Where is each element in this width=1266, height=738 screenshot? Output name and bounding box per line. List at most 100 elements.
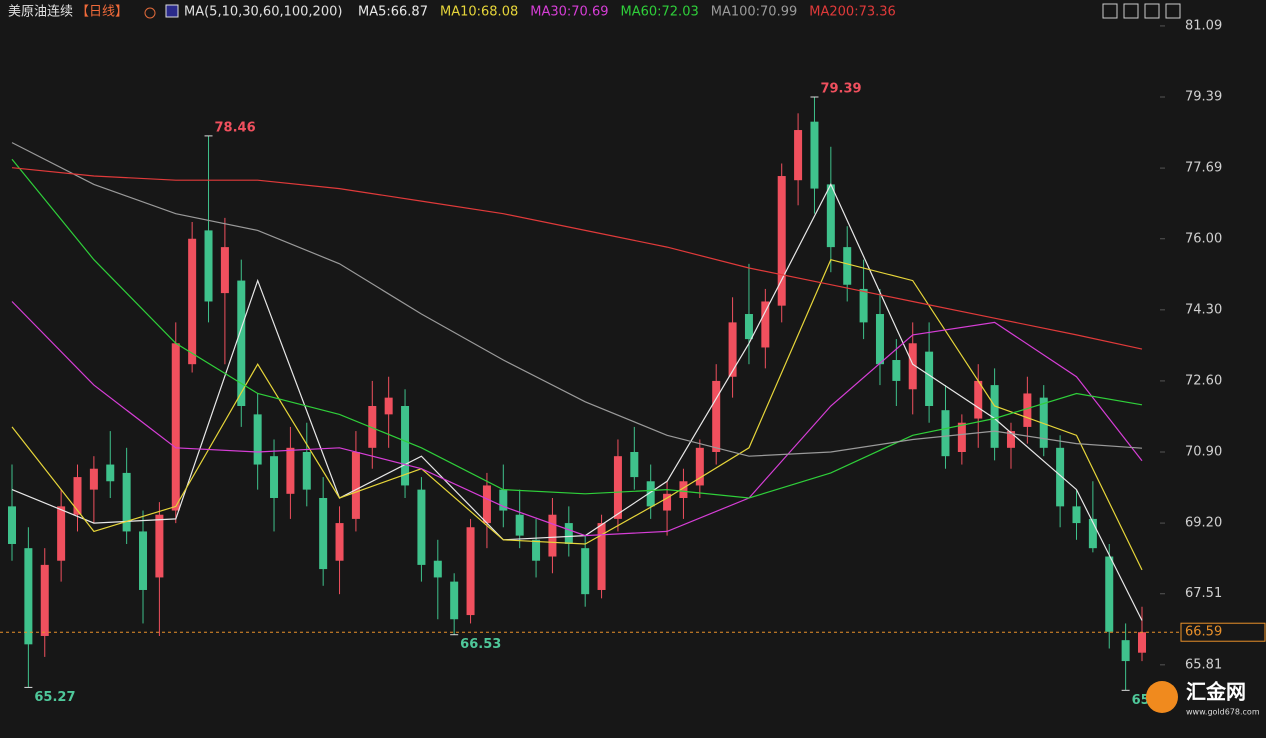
candle-body — [73, 477, 82, 515]
candle-body — [57, 506, 66, 561]
candle-body — [826, 184, 835, 248]
candle-body — [613, 456, 622, 519]
tool-button[interactable] — [1144, 3, 1160, 19]
candle-body — [351, 451, 360, 519]
candle-body — [597, 523, 606, 590]
candle-body — [1121, 640, 1130, 662]
toolbar — [1102, 3, 1181, 19]
candle-body — [220, 247, 229, 294]
extreme-label: 65.27 — [34, 690, 75, 705]
candle-body — [875, 314, 884, 365]
candle-body — [892, 360, 901, 381]
legend-entry: MA5:66.87 — [358, 5, 428, 20]
extreme-label: 79.39 — [820, 82, 861, 97]
candle-body — [695, 447, 704, 486]
logo-icon — [1146, 681, 1178, 713]
ma-line — [11, 158, 1143, 499]
logo: 汇金网 www.gold678.com — [1146, 680, 1260, 717]
candle-body — [155, 514, 164, 578]
candle-body — [1105, 556, 1114, 632]
period[interactable]: 【日线】 — [76, 5, 128, 20]
candle-body — [859, 288, 868, 323]
legend-entry: MA10:68.08 — [440, 5, 518, 20]
candle-body — [319, 497, 328, 570]
y-tick-label: 76.00 — [1185, 231, 1222, 246]
candle-body — [663, 493, 672, 511]
y-tick-label: 69.20 — [1185, 516, 1222, 531]
candle-body — [433, 560, 442, 578]
candle-body — [40, 564, 49, 636]
candle-body — [532, 539, 541, 561]
legend-entry: MA60:72.03 — [620, 5, 698, 20]
candle-body — [581, 548, 590, 595]
candle-body — [712, 380, 721, 452]
legend-entry: MA30:70.69 — [530, 5, 608, 20]
candle-body — [302, 451, 311, 490]
candle-body — [810, 121, 819, 189]
candle-body — [646, 481, 655, 507]
y-tick-label: 67.51 — [1185, 586, 1222, 601]
candle-body — [1138, 632, 1146, 653]
indicator-icon[interactable] — [165, 4, 179, 18]
candle-body — [335, 523, 344, 561]
ma-line — [11, 167, 1143, 350]
candle-body — [548, 514, 557, 557]
candle-body — [957, 422, 966, 452]
ma-line — [11, 258, 1143, 571]
tool-button[interactable] — [1123, 3, 1139, 19]
candle-body — [384, 397, 393, 415]
add-icon[interactable] — [144, 7, 156, 19]
ma-line — [11, 301, 1143, 537]
y-tick-label: 70.90 — [1185, 444, 1222, 459]
logo-name: 汇金网 — [1186, 680, 1246, 704]
candle-body — [237, 280, 246, 407]
chart-title: 美原油连续 — [8, 4, 73, 20]
logo-url: www.gold678.com — [1186, 708, 1260, 717]
indicator: MA(5,10,30,60,100,200) — [184, 5, 342, 20]
candle-body — [286, 447, 295, 494]
candle-body — [908, 343, 917, 390]
candle-body — [270, 456, 279, 498]
y-tick-label: 65.81 — [1185, 657, 1222, 672]
candle-body — [679, 481, 688, 498]
tool-button[interactable] — [1165, 3, 1181, 19]
candle-body — [744, 314, 753, 340]
extreme-label: 78.46 — [215, 120, 256, 135]
candle-body — [777, 176, 786, 306]
y-tick-label: 72.60 — [1185, 373, 1222, 388]
candle-body — [564, 523, 573, 544]
candle-body — [499, 489, 508, 511]
candle-body — [89, 468, 98, 490]
candle-body — [843, 247, 852, 285]
candle-body — [974, 380, 983, 419]
ma-line — [11, 142, 1143, 457]
candle-body — [1039, 397, 1048, 448]
candle-body — [1088, 518, 1097, 549]
tool-button[interactable] — [1102, 3, 1118, 19]
candle-body — [941, 410, 950, 457]
candle-body — [1023, 393, 1032, 427]
candle-body — [171, 343, 180, 511]
candle-body — [24, 548, 33, 645]
legend-entry: MA200:73.36 — [809, 5, 896, 20]
candle-body — [417, 489, 426, 565]
candle-body — [204, 230, 213, 302]
candle-body — [188, 238, 197, 365]
candle-body — [1072, 506, 1081, 524]
candle-body — [794, 130, 803, 181]
y-tick-label: 77.69 — [1185, 161, 1222, 176]
candle-body — [630, 451, 639, 478]
candle-body — [139, 531, 148, 590]
candle-body — [401, 406, 410, 486]
candle-body — [466, 527, 475, 616]
candle-body — [8, 506, 16, 544]
y-tick-label: 74.30 — [1185, 302, 1222, 317]
legend-entry: MA100:70.99 — [711, 5, 798, 20]
last-price-box — [1180, 622, 1266, 642]
candle-body — [106, 464, 115, 482]
candle-body — [450, 581, 459, 620]
candle-body — [1006, 431, 1015, 448]
